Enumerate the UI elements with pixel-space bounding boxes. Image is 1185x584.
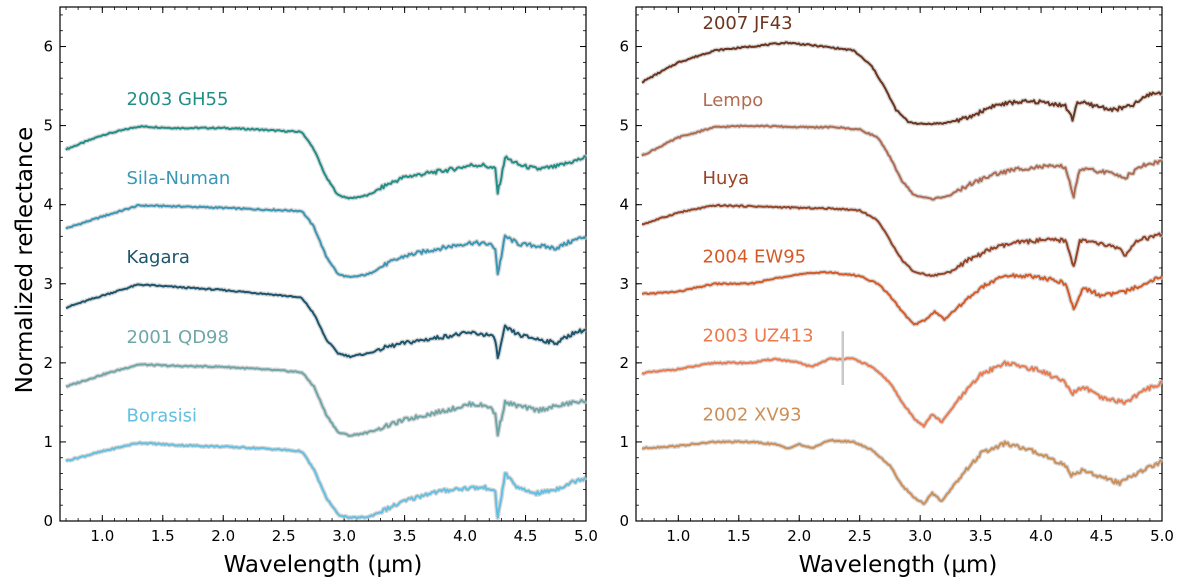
series-error-band [640,39,1164,127]
x-tick-label: 2.0 [211,527,235,545]
series-label: Lempo [703,90,764,111]
y-tick-label: 5 [43,117,53,135]
y-tick-label: 3 [619,275,629,293]
series-line [641,203,1163,277]
x-tick-label: 3.0 [908,527,932,545]
x-tick-label: 2.5 [848,527,872,545]
y-tick-label: 5 [619,117,629,135]
series-label: 2001 QD98 [127,327,229,348]
y-axis-label: Normalized reflectance [12,127,38,394]
right-spectra-panel: Wavelength (μm) 1.0 1.5 2.0 2.5 3.0 3.5 4.0 4.5… [619,6,1174,578]
x-tick-label: 1.0 [666,527,690,545]
x-tick-label: 1.0 [90,527,114,545]
series-line [65,203,587,278]
series-line [641,357,1163,428]
series-label: Kagara [127,247,190,268]
series-label: Huya [703,168,750,189]
x-tick-label: 3.0 [332,527,356,545]
y-tick-label: 1 [43,433,53,451]
y-tick-label: 1 [619,433,629,451]
x-tick-label: 3.5 [969,527,993,545]
y-tick-label: 4 [619,196,629,214]
series-line [65,125,587,200]
x-tick-label: 1.5 [727,527,751,545]
y-tick-label: 2 [43,354,53,372]
series-error-band [641,269,1164,327]
y-tick-label: 6 [619,38,629,56]
series-line [641,124,1163,201]
left-spectra-panel: Normalized reflectance Wavelength (μm) 1… [12,6,598,578]
x-tick-label: 5.0 [1150,527,1174,545]
y-tick-label: 2 [619,354,629,372]
series-line [65,441,587,520]
x-tick-label: 2.0 [787,527,811,545]
y-tick-label: 4 [43,196,53,214]
series-label: 2002 XV93 [703,405,802,426]
x-tick-label: 4.5 [514,527,538,545]
series-label: 2004 EW95 [703,246,807,267]
y-tick-label: 0 [43,512,53,530]
series-line [641,41,1163,126]
x-tick-label: 5.0 [574,527,598,545]
series-line [641,438,1163,505]
series-line [65,283,587,360]
y-tick-label: 6 [43,38,53,56]
plot-frame [59,6,587,522]
x-tick-label: 4.0 [453,527,477,545]
series-label: 2003 GH55 [127,89,229,110]
y-tick-label: 3 [43,275,53,293]
x-tick-label: 4.5 [1090,527,1114,545]
x-tick-label: 3.5 [393,527,417,545]
x-tick-label: 4.0 [1029,527,1053,545]
series-error-band [641,437,1164,507]
series-label: Borasisi [127,405,198,426]
series-line [641,270,1163,326]
x-axis-label: Wavelength (μm) [224,552,423,578]
x-axis-label: Wavelength (μm) [799,552,998,578]
series-label: 2007 JF43 [703,13,793,34]
series-label: Sila-Numan [127,168,231,189]
x-tick-label: 2.5 [272,527,296,545]
y-tick-label: 0 [619,512,629,530]
x-tick-label: 1.5 [151,527,175,545]
series-label: 2003 UZ413 [703,325,814,346]
series-line [65,363,587,437]
plot-frame [635,6,1163,522]
series-error-band [64,440,588,521]
